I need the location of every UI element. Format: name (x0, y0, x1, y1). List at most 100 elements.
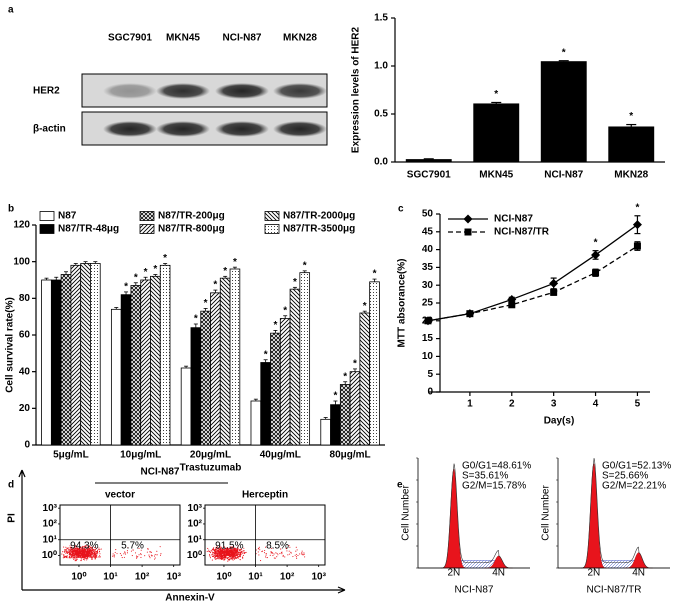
x-tick-label: 10⁰ (216, 572, 231, 583)
event-dot (217, 553, 219, 555)
event-dot (222, 553, 224, 555)
y-tick-label: 10² (43, 519, 58, 530)
event-dot (99, 550, 101, 552)
event-dot (242, 552, 244, 554)
event-dot (79, 553, 81, 555)
legend-label: N87 (58, 211, 77, 222)
y-axis-title: MTT absorance(%) (397, 259, 408, 348)
event-dot (228, 551, 230, 553)
quadrant-label: 91.5% (215, 540, 243, 551)
event-dot (211, 559, 213, 561)
event-dot (95, 554, 97, 556)
legend-swatch (39, 211, 55, 221)
event-dot (84, 549, 86, 551)
event-dot (237, 553, 239, 556)
event-dot (214, 553, 217, 555)
event-dot (229, 548, 231, 550)
significance: * (333, 391, 337, 402)
event-dot (93, 557, 95, 559)
x-tick-label: 40μg/mL (260, 450, 301, 461)
event-dot (295, 550, 297, 552)
event-dot (236, 548, 238, 550)
event-dot (90, 549, 92, 551)
event-dot (214, 550, 217, 552)
event-dot (64, 551, 66, 553)
event-dot (276, 556, 278, 558)
event-dot (224, 557, 226, 559)
blot-band (215, 121, 269, 137)
blot-band (273, 121, 327, 137)
event-dot (257, 551, 259, 553)
peak-label: 4N (632, 568, 645, 579)
event-dot (96, 550, 99, 552)
y-tick-label: 40 (422, 244, 434, 255)
event-dot (219, 549, 221, 551)
event-dot (212, 547, 214, 549)
event-dot (126, 550, 128, 552)
event-dot (243, 547, 245, 549)
x-tick-label: 80μg/mL (330, 450, 371, 461)
event-dot (73, 552, 75, 554)
event-dot (73, 554, 75, 556)
bar (260, 362, 271, 446)
event-dot (77, 555, 79, 557)
event-dot (299, 553, 301, 555)
event-dot (235, 553, 237, 555)
legend-label: N87/TR-800μg (158, 224, 225, 235)
event-dot (239, 549, 241, 552)
x-tick-label: NCI-N87 (544, 170, 583, 181)
event-dot (146, 551, 148, 553)
event-dot (220, 548, 222, 550)
cycle-stat: G2/M=22.21% (602, 481, 666, 492)
event-dot (265, 556, 267, 558)
panel-label: b (8, 204, 14, 215)
event-dot (216, 549, 218, 552)
event-dot (297, 554, 299, 556)
event-dot (95, 552, 97, 555)
event-dot (135, 555, 138, 557)
event-dot (90, 551, 92, 553)
event-dot (87, 546, 89, 549)
event-dot (269, 554, 271, 556)
event-dot (66, 555, 68, 557)
peak-label: 2N (447, 568, 460, 579)
event-dot (229, 555, 231, 557)
event-dot (280, 552, 282, 554)
legend-label: N87/TR-200μg (158, 211, 225, 222)
bar (405, 159, 452, 162)
event-dot (78, 555, 80, 557)
event-dot (284, 556, 286, 558)
plot-title: Herceptin (242, 490, 288, 501)
event-dot (91, 549, 93, 551)
panel-label: a (8, 5, 14, 16)
event-dot (230, 552, 233, 554)
event-dot (301, 552, 303, 554)
event-dot (98, 555, 101, 557)
event-dot (140, 549, 142, 551)
event-dot (84, 557, 86, 559)
event-dot (218, 555, 220, 557)
event-dot (224, 555, 226, 557)
event-dot (95, 551, 97, 553)
event-dot (87, 549, 89, 551)
event-dot (276, 552, 278, 555)
event-dot (234, 549, 236, 551)
event-dot (219, 545, 221, 547)
event-dot (239, 552, 241, 554)
event-dot (62, 551, 64, 553)
event-dot (151, 555, 153, 557)
significance: * (562, 47, 566, 58)
event-dot (282, 555, 284, 557)
x-tick-label: 10² (280, 572, 295, 583)
legend-marker (463, 214, 473, 224)
y-tick-label: 0.0 (374, 157, 388, 168)
row-label: HER2 (33, 86, 60, 97)
significance: * (144, 267, 148, 278)
event-dot (303, 553, 305, 555)
blot-band (215, 83, 269, 99)
event-dot (74, 554, 76, 556)
event-dot (67, 551, 69, 554)
event-dot (296, 549, 298, 551)
event-dot (61, 553, 63, 555)
